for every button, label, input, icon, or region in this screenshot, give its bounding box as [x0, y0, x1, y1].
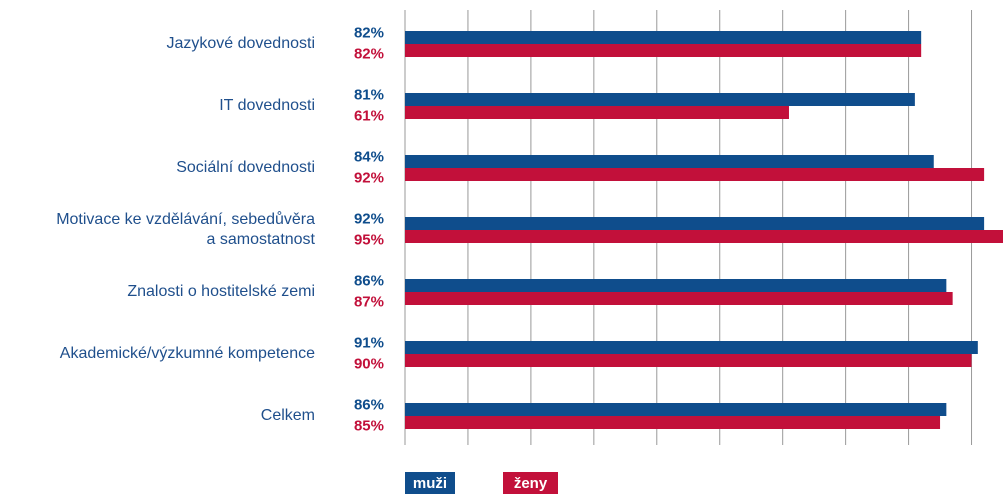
bar: [405, 93, 915, 106]
category-label: Akademické/výzkumné kompetence: [59, 345, 315, 362]
category-label: Jazykové dovednosti: [166, 35, 315, 52]
category-label: Sociální dovednosti: [176, 159, 315, 176]
category-label: IT dovednosti: [219, 97, 315, 114]
value-label: 86%: [354, 396, 384, 413]
value-label: 82%: [354, 45, 384, 62]
legend-label: muži: [413, 475, 447, 492]
value-label: 84%: [354, 148, 384, 165]
legend-label: ženy: [514, 475, 548, 492]
category-label: Motivace ke vzdělávání, sebedůvěra a sam…: [56, 211, 315, 248]
value-label: 92%: [354, 210, 384, 227]
value-label: 90%: [354, 355, 384, 372]
bar: [405, 403, 947, 416]
value-label: 91%: [354, 334, 384, 351]
value-label: 85%: [354, 417, 384, 434]
bar: [405, 44, 922, 57]
value-label: 87%: [354, 293, 384, 310]
bar: [405, 292, 953, 305]
bar: [405, 168, 985, 181]
value-label: 82%: [354, 24, 384, 41]
bar: [405, 341, 978, 354]
category-label: Celkem: [260, 407, 315, 424]
legend-swatch: [503, 472, 558, 494]
value-label: 86%: [354, 272, 384, 289]
bar: [405, 354, 972, 367]
value-label: 81%: [354, 86, 384, 103]
bar: [405, 31, 922, 44]
bar: [405, 155, 934, 168]
category-label: Znalosti o hostitelské zemi: [127, 283, 315, 300]
value-label: 92%: [354, 169, 384, 186]
bar: [405, 106, 789, 119]
bar: [405, 217, 985, 230]
bar: [405, 279, 947, 292]
bar: [405, 230, 1003, 243]
value-label: 95%: [354, 231, 384, 248]
bar: [405, 416, 941, 429]
legend-swatch: [405, 472, 455, 494]
value-label: 61%: [354, 107, 384, 124]
